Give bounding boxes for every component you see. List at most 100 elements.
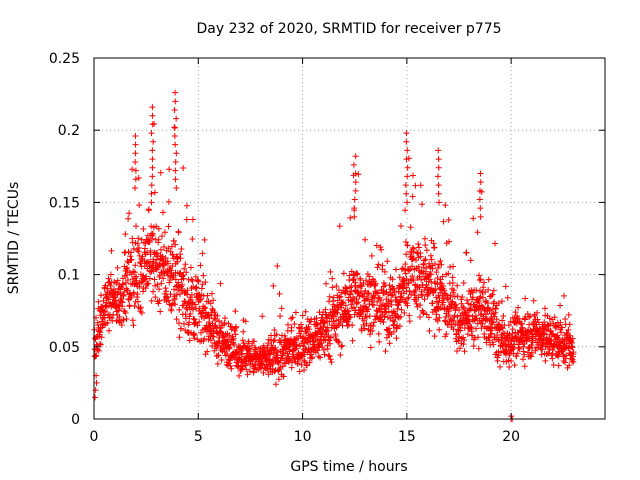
data-point: [209, 305, 216, 312]
data-point: [476, 187, 483, 194]
data-point: [363, 295, 370, 302]
data-point: [128, 256, 135, 263]
data-point: [314, 347, 321, 354]
data-point: [386, 325, 393, 332]
data-point: [279, 363, 286, 370]
data-point: [119, 299, 126, 306]
data-point: [97, 292, 104, 299]
data-point: [570, 358, 577, 365]
data-point: [352, 170, 359, 177]
data-point: [172, 98, 179, 105]
data-point: [445, 270, 452, 277]
data-point: [144, 249, 151, 256]
data-point: [352, 179, 359, 186]
data-point: [374, 264, 381, 271]
data-point: [346, 272, 353, 279]
data-point: [419, 292, 426, 299]
data-point: [336, 294, 343, 301]
data-point: [137, 304, 144, 311]
data-point: [182, 315, 189, 322]
data-point: [443, 331, 450, 338]
data-point: [178, 245, 185, 252]
data-point: [121, 249, 128, 256]
data-point: [436, 326, 443, 333]
data-point: [388, 301, 395, 308]
data-point: [475, 345, 482, 352]
data-point: [151, 276, 158, 283]
data-point: [286, 346, 293, 353]
data-point: [161, 229, 168, 236]
data-point: [232, 308, 239, 315]
data-point: [478, 325, 485, 332]
data-point: [436, 314, 443, 321]
data-point: [260, 369, 267, 376]
y-axis-label: SRMTID / TECUs: [6, 182, 22, 295]
data-point: [135, 174, 142, 181]
data-point: [155, 236, 162, 243]
data-point: [435, 190, 442, 197]
data-point: [273, 331, 280, 338]
data-point: [118, 321, 125, 328]
data-point: [420, 310, 427, 317]
data-point: [197, 338, 204, 345]
data-point: [449, 274, 456, 281]
data-point: [488, 292, 495, 299]
data-point: [429, 300, 436, 307]
data-point: [232, 331, 239, 338]
data-point: [435, 164, 442, 171]
data-point: [135, 298, 142, 305]
data-point: [565, 326, 572, 333]
data-point: [171, 132, 178, 139]
data-point: [163, 293, 170, 300]
data-point: [136, 202, 143, 209]
data-point: [404, 147, 411, 154]
data-point: [183, 216, 190, 223]
data-point: [566, 362, 573, 369]
plot-frame: [93, 57, 606, 420]
data-point: [217, 280, 224, 287]
data-point: [178, 325, 185, 332]
data-point: [477, 276, 484, 283]
data-point: [222, 352, 229, 359]
data-point: [240, 328, 247, 335]
data-point: [291, 321, 298, 328]
data-point: [403, 251, 410, 258]
x-tick-label: 15: [398, 429, 416, 445]
data-point: [392, 294, 399, 301]
data-point: [340, 270, 347, 277]
data-point: [485, 276, 492, 283]
data-point: [402, 270, 409, 277]
data-point: [129, 317, 136, 324]
data-point: [350, 304, 357, 311]
data-point: [566, 321, 573, 328]
data-point: [170, 272, 177, 279]
data-point: [327, 356, 334, 363]
data-point: [445, 312, 452, 319]
data-point: [410, 172, 417, 179]
data-point: [347, 284, 354, 291]
data-point: [191, 301, 198, 308]
data-point: [449, 298, 456, 305]
data-point: [271, 368, 278, 375]
data-point: [355, 299, 362, 306]
data-point: [549, 347, 556, 354]
data-point: [396, 299, 403, 306]
data-point: [169, 251, 176, 258]
data-point: [207, 337, 214, 344]
data-point: [437, 305, 444, 312]
data-point: [131, 269, 138, 276]
data-point: [246, 368, 253, 375]
x-tick-label: 20: [502, 429, 520, 445]
data-point: [212, 316, 219, 323]
data-point: [166, 166, 173, 173]
data-point: [349, 322, 356, 329]
data-point: [492, 305, 499, 312]
data-point: [428, 256, 435, 263]
data-point: [149, 112, 156, 119]
data-point: [521, 351, 528, 358]
data-point: [432, 307, 439, 314]
data-point: [304, 362, 311, 369]
data-point: [542, 357, 549, 364]
data-point: [323, 280, 330, 287]
data-point: [450, 263, 457, 270]
